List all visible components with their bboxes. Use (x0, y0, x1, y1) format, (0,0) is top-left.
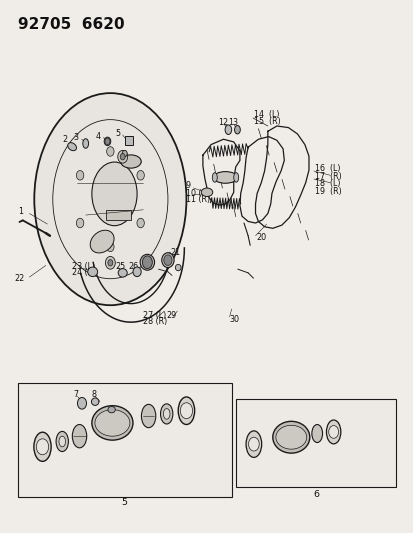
Text: 2: 2 (62, 135, 67, 144)
Ellipse shape (34, 432, 51, 462)
Ellipse shape (83, 139, 88, 148)
Circle shape (137, 171, 144, 180)
Ellipse shape (104, 137, 111, 146)
Ellipse shape (90, 230, 114, 253)
Ellipse shape (133, 267, 141, 277)
Circle shape (76, 171, 83, 180)
Ellipse shape (161, 253, 174, 268)
Text: 18  (L): 18 (L) (314, 179, 339, 188)
Bar (18, 383, 231, 497)
Ellipse shape (201, 188, 212, 197)
Circle shape (117, 150, 127, 163)
Ellipse shape (92, 406, 133, 440)
Ellipse shape (56, 431, 68, 451)
Text: 10 (L): 10 (L) (185, 189, 208, 198)
Circle shape (108, 260, 113, 266)
Ellipse shape (233, 173, 238, 182)
Text: 26: 26 (128, 262, 139, 271)
Circle shape (107, 147, 114, 156)
Ellipse shape (234, 125, 240, 134)
Ellipse shape (213, 172, 237, 183)
Text: 1: 1 (18, 207, 23, 216)
Ellipse shape (122, 150, 127, 157)
Circle shape (76, 218, 83, 228)
Text: 24 (R): 24 (R) (72, 268, 96, 277)
Circle shape (180, 403, 192, 419)
Ellipse shape (34, 93, 186, 305)
Text: 92705  6620: 92705 6620 (18, 17, 124, 33)
Bar (235, 399, 395, 487)
Ellipse shape (88, 267, 97, 277)
Circle shape (142, 256, 152, 269)
Circle shape (164, 255, 172, 265)
Text: 22: 22 (14, 273, 25, 282)
Text: 25: 25 (115, 262, 125, 271)
Text: 23 (L): 23 (L) (72, 262, 95, 271)
Circle shape (120, 154, 125, 160)
Text: 3: 3 (74, 133, 78, 142)
Ellipse shape (120, 155, 141, 168)
Ellipse shape (225, 125, 231, 134)
Text: 5: 5 (115, 129, 120, 138)
Ellipse shape (72, 424, 86, 448)
Text: 28 (R): 28 (R) (143, 317, 167, 326)
Ellipse shape (108, 407, 115, 413)
Ellipse shape (59, 436, 65, 447)
Ellipse shape (92, 162, 137, 225)
Text: 8: 8 (92, 390, 97, 399)
Ellipse shape (160, 404, 173, 424)
Text: 6: 6 (312, 490, 318, 499)
Text: 13: 13 (228, 118, 237, 127)
Text: 27 (L): 27 (L) (143, 311, 166, 320)
Ellipse shape (77, 398, 86, 409)
Text: 21: 21 (170, 248, 180, 257)
Ellipse shape (275, 425, 306, 449)
Ellipse shape (311, 424, 322, 442)
Text: 12: 12 (218, 118, 228, 127)
Ellipse shape (178, 397, 194, 424)
Circle shape (328, 425, 338, 438)
Ellipse shape (118, 269, 127, 277)
Ellipse shape (91, 398, 99, 406)
Ellipse shape (326, 420, 340, 444)
Bar (106, 210, 131, 220)
Text: 4: 4 (95, 132, 100, 141)
Bar (124, 136, 133, 144)
Circle shape (107, 242, 114, 252)
Text: 5: 5 (121, 498, 128, 507)
Text: 30: 30 (229, 315, 239, 324)
Text: 19  (R): 19 (R) (314, 187, 341, 196)
Text: 14  (L): 14 (L) (253, 110, 279, 119)
Text: 11 (R): 11 (R) (185, 195, 209, 204)
Circle shape (105, 256, 115, 269)
Text: 20: 20 (256, 233, 266, 243)
Ellipse shape (163, 409, 170, 419)
Circle shape (137, 218, 144, 228)
Ellipse shape (212, 173, 217, 182)
Text: 29: 29 (166, 311, 176, 320)
Circle shape (105, 138, 110, 144)
Ellipse shape (95, 410, 130, 436)
Circle shape (248, 437, 259, 451)
Ellipse shape (245, 431, 261, 457)
Text: 7: 7 (73, 390, 78, 399)
Ellipse shape (175, 264, 180, 271)
Circle shape (36, 439, 49, 455)
Ellipse shape (140, 254, 154, 270)
Text: 9: 9 (185, 181, 190, 190)
Text: 15  (R): 15 (R) (253, 117, 280, 126)
Ellipse shape (272, 421, 309, 453)
Ellipse shape (141, 405, 155, 427)
Ellipse shape (68, 143, 76, 151)
Text: 16  (L): 16 (L) (314, 165, 339, 173)
Text: 17  (R): 17 (R) (314, 172, 341, 181)
